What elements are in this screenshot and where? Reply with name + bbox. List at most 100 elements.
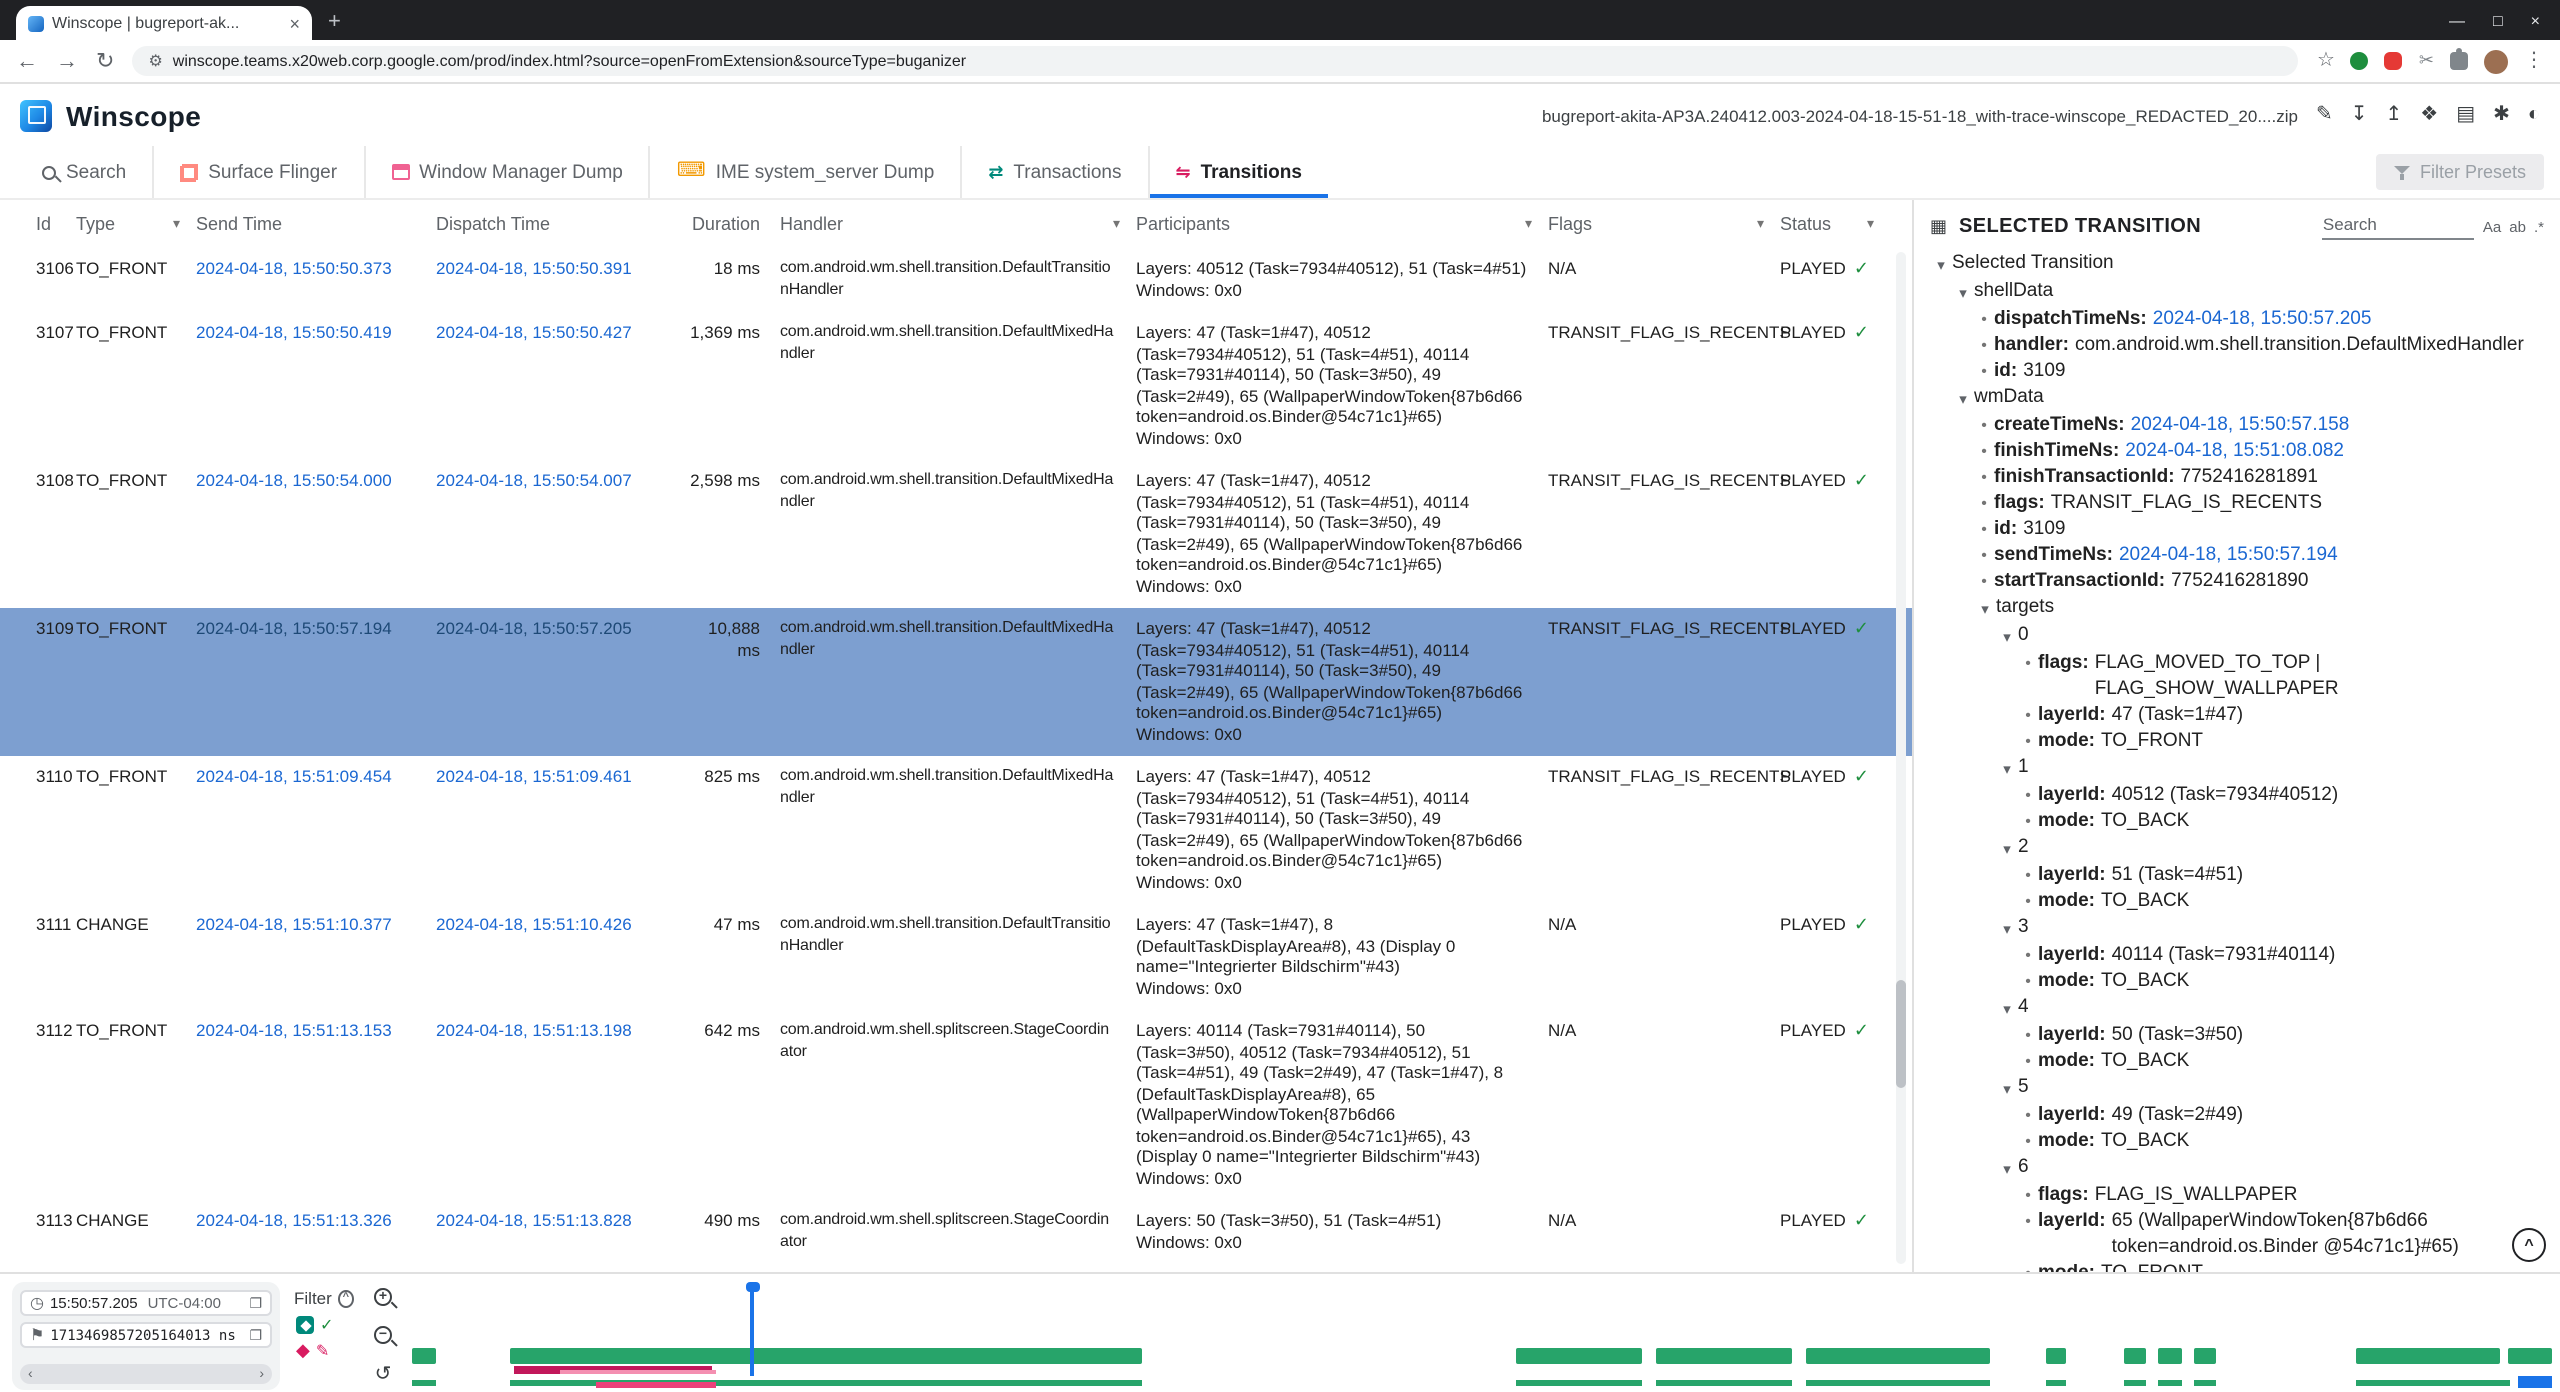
tree-leaf[interactable]: • flags: FLAG_IS_WALLPAPER xyxy=(1922,1182,2552,1208)
column-header-participants[interactable]: Participants ▾ xyxy=(1136,214,1548,234)
tree-leaf[interactable]: • layerId: 40512 (Task=7934#40512) xyxy=(1922,782,2552,808)
collapse-filter-button[interactable]: ^ xyxy=(337,1289,354,1307)
bookmark-star-icon[interactable]: ☆ xyxy=(2316,50,2335,72)
tree-node[interactable]: ▾ 6 xyxy=(1922,1154,2552,1182)
tree-leaf[interactable]: • mode: TO_BACK xyxy=(1922,1128,2552,1154)
tree-leaf[interactable]: • layerId: 65 (WallpaperWindowToken{87b6d6… xyxy=(1922,1208,2552,1260)
tree-leaf[interactable]: • mode: TO_BACK xyxy=(1922,808,2552,834)
report-bug-icon[interactable]: ✱ xyxy=(2493,104,2510,126)
window-minimize-button[interactable]: — xyxy=(2448,11,2465,29)
extensions-puzzle-icon[interactable] xyxy=(2450,47,2468,70)
extension-red-icon[interactable] xyxy=(2384,52,2403,70)
address-bar[interactable]: ⚙ winscope.teams.x20web.corp.google.com/… xyxy=(132,46,2299,76)
browser-tab[interactable]: Winscope | bugreport-ak... × xyxy=(16,6,312,40)
tree-node[interactable]: ▾ Selected Transition xyxy=(1922,250,2552,278)
transactions-track[interactable] xyxy=(412,1348,2552,1364)
properties-search-input[interactable] xyxy=(2322,212,2475,240)
cell-dispatch-time[interactable]: 2024-04-18, 15:50:57.205 xyxy=(436,618,632,638)
new-tab-button[interactable]: + xyxy=(328,10,341,34)
tab-window-manager-dump[interactable]: Window Manager Dump xyxy=(363,146,649,198)
column-header-handler[interactable]: Handler ▾ xyxy=(780,214,1136,234)
cell-dispatch-time[interactable]: 2024-04-18, 15:51:13.828 xyxy=(436,1210,632,1230)
timeline-cursor[interactable] xyxy=(750,1282,755,1376)
transitions-trace-icon[interactable]: ◆ xyxy=(296,1340,310,1360)
cell-send-time[interactable]: 2024-04-18, 15:50:54.000 xyxy=(196,470,392,490)
cell-send-time[interactable]: 2024-04-18, 15:50:57.194 xyxy=(196,618,392,638)
upload-traces-icon[interactable]: ↥ xyxy=(2385,104,2403,126)
tree-leaf[interactable]: • id: 3109 xyxy=(1922,516,2552,542)
cell-dispatch-time[interactable]: 2024-04-18, 15:50:54.007 xyxy=(436,470,632,490)
chevron-down-icon[interactable]: ▾ xyxy=(1981,600,1989,618)
cell-dispatch-time[interactable]: 2024-04-18, 15:50:50.391 xyxy=(436,258,632,278)
tab-ime-system-server-dump[interactable]: ⌨ IME system_server Dump xyxy=(648,146,960,198)
tree-leaf[interactable]: • finishTransactionId: 7752416281891 xyxy=(1922,464,2552,490)
shortcuts-icon[interactable]: ❖ xyxy=(2420,104,2439,126)
extension-scissors-icon[interactable]: ✂ xyxy=(2418,50,2434,70)
table-row-3113[interactable]: 3113 CHANGE 2024-04-18, 15:51:13.326 2024-0… xyxy=(0,1200,1912,1264)
search-tool-ab[interactable]: ab xyxy=(2509,217,2526,235)
chevron-down-icon[interactable]: ▾ xyxy=(2003,1160,2011,1178)
chevron-down-icon[interactable]: ▾ xyxy=(2003,760,2011,778)
scroll-left-icon[interactable]: ‹ xyxy=(28,1367,33,1381)
site-settings-icon[interactable]: ⚙ xyxy=(148,52,163,70)
window-maximize-button[interactable]: □ xyxy=(2492,11,2503,29)
tree-node[interactable]: ▾ 2 xyxy=(1922,834,2552,862)
scroll-top-button[interactable]: ^ xyxy=(2512,1228,2546,1262)
table-row-3107[interactable]: 3107 TO_FRONT 2024-04-18, 15:50:50.419 2024… xyxy=(0,312,1912,460)
reload-icon[interactable]: ↻ xyxy=(96,50,115,74)
tab-surface-flinger[interactable]: Surface Flinger xyxy=(152,146,363,198)
profile-avatar[interactable] xyxy=(2484,49,2508,73)
cell-send-time[interactable]: 2024-04-18, 15:51:13.326 xyxy=(196,1210,392,1230)
tree-leaf[interactable]: • flags: FLAG_MOVED_TO_TOP | FLAG_SHOW_WAL… xyxy=(1922,650,2552,702)
table-row-3110[interactable]: 3110 TO_FRONT 2024-04-18, 15:51:09.454 2024… xyxy=(0,756,1912,904)
filter-chevron-icon[interactable]: ▾ xyxy=(1112,218,1120,232)
tree-leaf[interactable]: • layerId: 51 (Task=4#51) xyxy=(1922,862,2552,888)
tree-leaf[interactable]: • id: 3109 xyxy=(1922,358,2552,384)
chevron-down-icon[interactable]: ▾ xyxy=(2003,1000,2011,1018)
chevron-down-icon[interactable]: ▾ xyxy=(2003,920,2011,938)
cell-send-time[interactable]: 2024-04-18, 15:50:50.419 xyxy=(196,322,392,342)
tree-leaf[interactable]: • mode: TO_BACK xyxy=(1922,968,2552,994)
tab-transitions[interactable]: ⇋ Transitions xyxy=(1147,146,1327,198)
filter-presets-button[interactable]: Filter Presets xyxy=(2375,154,2544,190)
cell-dispatch-time[interactable]: 2024-04-18, 15:51:10.426 xyxy=(436,914,632,934)
dark-mode-icon[interactable]: ◐ xyxy=(2527,104,2540,126)
tab-close-icon[interactable]: × xyxy=(289,13,300,33)
table-scrollbar-thumb[interactable] xyxy=(1896,980,1906,1088)
tree-leaf[interactable]: • finishTimeNs: 2024-04-18, 15:51:08.082 xyxy=(1922,438,2552,464)
tree-node[interactable]: ▾ 1 xyxy=(1922,754,2552,782)
column-header-type[interactable]: Type ▾ xyxy=(76,214,196,234)
copy-ns-icon[interactable]: ❐ xyxy=(249,1329,262,1343)
chevron-down-icon[interactable]: ▾ xyxy=(2003,628,2011,646)
download-traces-icon[interactable]: ↧ xyxy=(2350,104,2368,126)
tree-leaf[interactable]: • layerId: 49 (Task=2#49) xyxy=(1922,1102,2552,1128)
cell-dispatch-time[interactable]: 2024-04-18, 15:50:50.427 xyxy=(436,322,632,342)
window-close-button[interactable]: × xyxy=(2530,11,2540,29)
tree-node[interactable]: ▾ wmData xyxy=(1922,384,2552,412)
cell-dispatch-time[interactable]: 2024-04-18, 15:51:13.198 xyxy=(436,1020,632,1040)
cell-send-time[interactable]: 2024-04-18, 15:50:50.373 xyxy=(196,258,392,278)
tree-leaf[interactable]: •mode:TO_FRONT xyxy=(1922,728,2552,754)
tree-leaf[interactable]: • layerId: 50 (Task=3#50) xyxy=(1922,1022,2552,1048)
zoom-reset-button[interactable]: ↺ xyxy=(374,1364,392,1386)
tree-node[interactable]: ▾ 5 xyxy=(1922,1074,2552,1102)
back-icon[interactable]: ← xyxy=(16,49,38,73)
tree-node[interactable]: ▾ 0 xyxy=(1922,622,2552,650)
tree-node[interactable]: ▾ 4 xyxy=(1922,994,2552,1022)
filter-chevron-icon[interactable]: ▾ xyxy=(1756,218,1764,232)
table-row-3111[interactable]: 3111 CHANGE 2024-04-18, 15:51:10.377 2024-0… xyxy=(0,904,1912,1010)
timeline-scrollbar[interactable]: ‹ › xyxy=(20,1364,272,1384)
edit-filename-icon[interactable]: ✎ xyxy=(2315,104,2333,126)
zoom-out-button[interactable]: − xyxy=(374,1326,392,1344)
zoom-in-button[interactable]: + xyxy=(374,1288,392,1306)
tree-leaf[interactable]: •mode:TO_FRONT xyxy=(1922,1260,2552,1272)
cell-dispatch-time[interactable]: 2024-04-18, 15:51:09.461 xyxy=(436,766,632,786)
search-tool-aa[interactable]: Aa xyxy=(2482,217,2502,235)
table-row-3114[interactable]: 3114CHANGE2024-04-18, 15:51:20.1862024-0… xyxy=(0,1264,1912,1272)
tree-leaf[interactable]: • layerId: 40114 (Task=7931#40114) xyxy=(1922,942,2552,968)
extension-green-icon[interactable] xyxy=(2350,52,2369,70)
timeline-minimap[interactable] xyxy=(412,1376,2552,1388)
column-header-status[interactable]: Status ▾ xyxy=(1780,214,1890,234)
timeline-canvas[interactable] xyxy=(412,1282,2552,1390)
column-header-flags[interactable]: Flags ▾ xyxy=(1548,214,1780,234)
